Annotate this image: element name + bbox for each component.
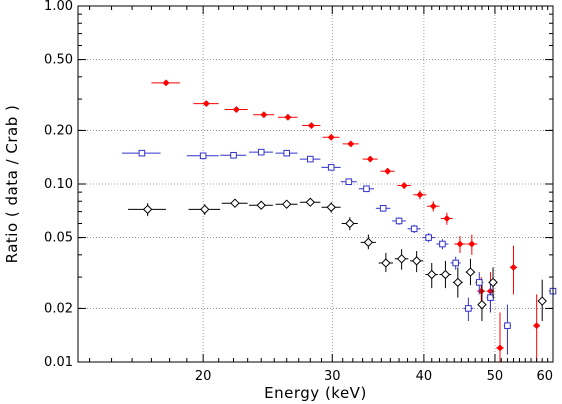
data-point	[256, 200, 266, 210]
data-point	[456, 240, 464, 248]
data-point	[202, 100, 210, 108]
data-point	[257, 148, 265, 156]
data-point	[453, 277, 463, 288]
data-point	[284, 113, 292, 121]
data-point	[327, 164, 335, 171]
data-point	[162, 79, 170, 87]
series-1	[151, 79, 541, 362]
y-tick-label: 0.05	[44, 231, 73, 246]
data-point	[307, 121, 315, 130]
x-tick-label: 60	[536, 369, 553, 384]
data-point	[281, 199, 292, 209]
y-tick-label: 0.20	[44, 123, 73, 138]
data-point	[366, 155, 374, 163]
data-point	[230, 198, 240, 208]
data-point	[465, 305, 472, 312]
x-tick-label: 20	[195, 369, 212, 384]
data-point	[400, 182, 408, 190]
data-point	[477, 299, 487, 310]
data-point	[427, 269, 437, 280]
data-point	[411, 256, 422, 266]
data-point	[347, 140, 355, 148]
data-layer	[121, 79, 557, 362]
tick-labels: 0.01 0.02 0.05 0.10 0.20 0.50 1.00 20 30 40 50 60	[44, 0, 553, 384]
x-axis-label: Energy (keV)	[264, 384, 367, 402]
plot-frame	[77, 5, 554, 363]
data-point	[410, 225, 418, 233]
data-point	[468, 240, 476, 248]
data-point	[345, 178, 353, 186]
data-point	[307, 155, 314, 163]
data-point	[363, 237, 374, 248]
data-point	[488, 277, 498, 288]
x-tick-label: 30	[324, 369, 341, 384]
data-point	[396, 254, 407, 264]
data-point	[381, 258, 391, 268]
y-tick-label: 0.01	[44, 355, 73, 370]
data-point	[283, 149, 291, 157]
data-point	[232, 105, 240, 114]
data-point	[327, 133, 335, 141]
data-point	[363, 185, 370, 193]
data-point	[496, 344, 504, 352]
data-point	[475, 279, 483, 286]
x-tick-label: 40	[416, 369, 433, 384]
data-point	[504, 322, 511, 329]
y-tick-label: 0.02	[44, 301, 73, 316]
data-point	[509, 263, 518, 271]
data-point	[533, 322, 541, 330]
data-point	[345, 218, 355, 229]
y-tick-label: 0.10	[44, 177, 73, 192]
data-point	[384, 167, 392, 175]
data-point	[429, 202, 437, 210]
data-point	[379, 205, 387, 212]
x-tick-label: 50	[487, 369, 504, 384]
y-tick-label: 1.00	[44, 0, 73, 14]
data-point	[443, 214, 451, 223]
data-point	[452, 259, 459, 267]
data-point	[537, 296, 547, 306]
data-point	[305, 197, 316, 207]
data-point	[439, 240, 446, 248]
tick-marks	[78, 5, 554, 363]
data-point	[395, 217, 403, 225]
gridlines	[78, 6, 553, 362]
data-point	[440, 269, 451, 280]
series-3	[128, 197, 547, 321]
data-point	[260, 111, 268, 119]
data-point	[487, 294, 494, 301]
y-axis-label: Ratio ( data / Crab )	[3, 105, 21, 264]
data-point	[465, 267, 476, 277]
data-point	[200, 204, 210, 215]
data-point	[230, 151, 237, 159]
y-tick-label: 0.50	[44, 53, 73, 68]
data-point	[138, 149, 146, 157]
data-point	[416, 191, 424, 199]
data-point	[326, 202, 336, 212]
data-point	[199, 152, 207, 160]
data-point	[142, 204, 153, 215]
data-point	[425, 234, 432, 241]
